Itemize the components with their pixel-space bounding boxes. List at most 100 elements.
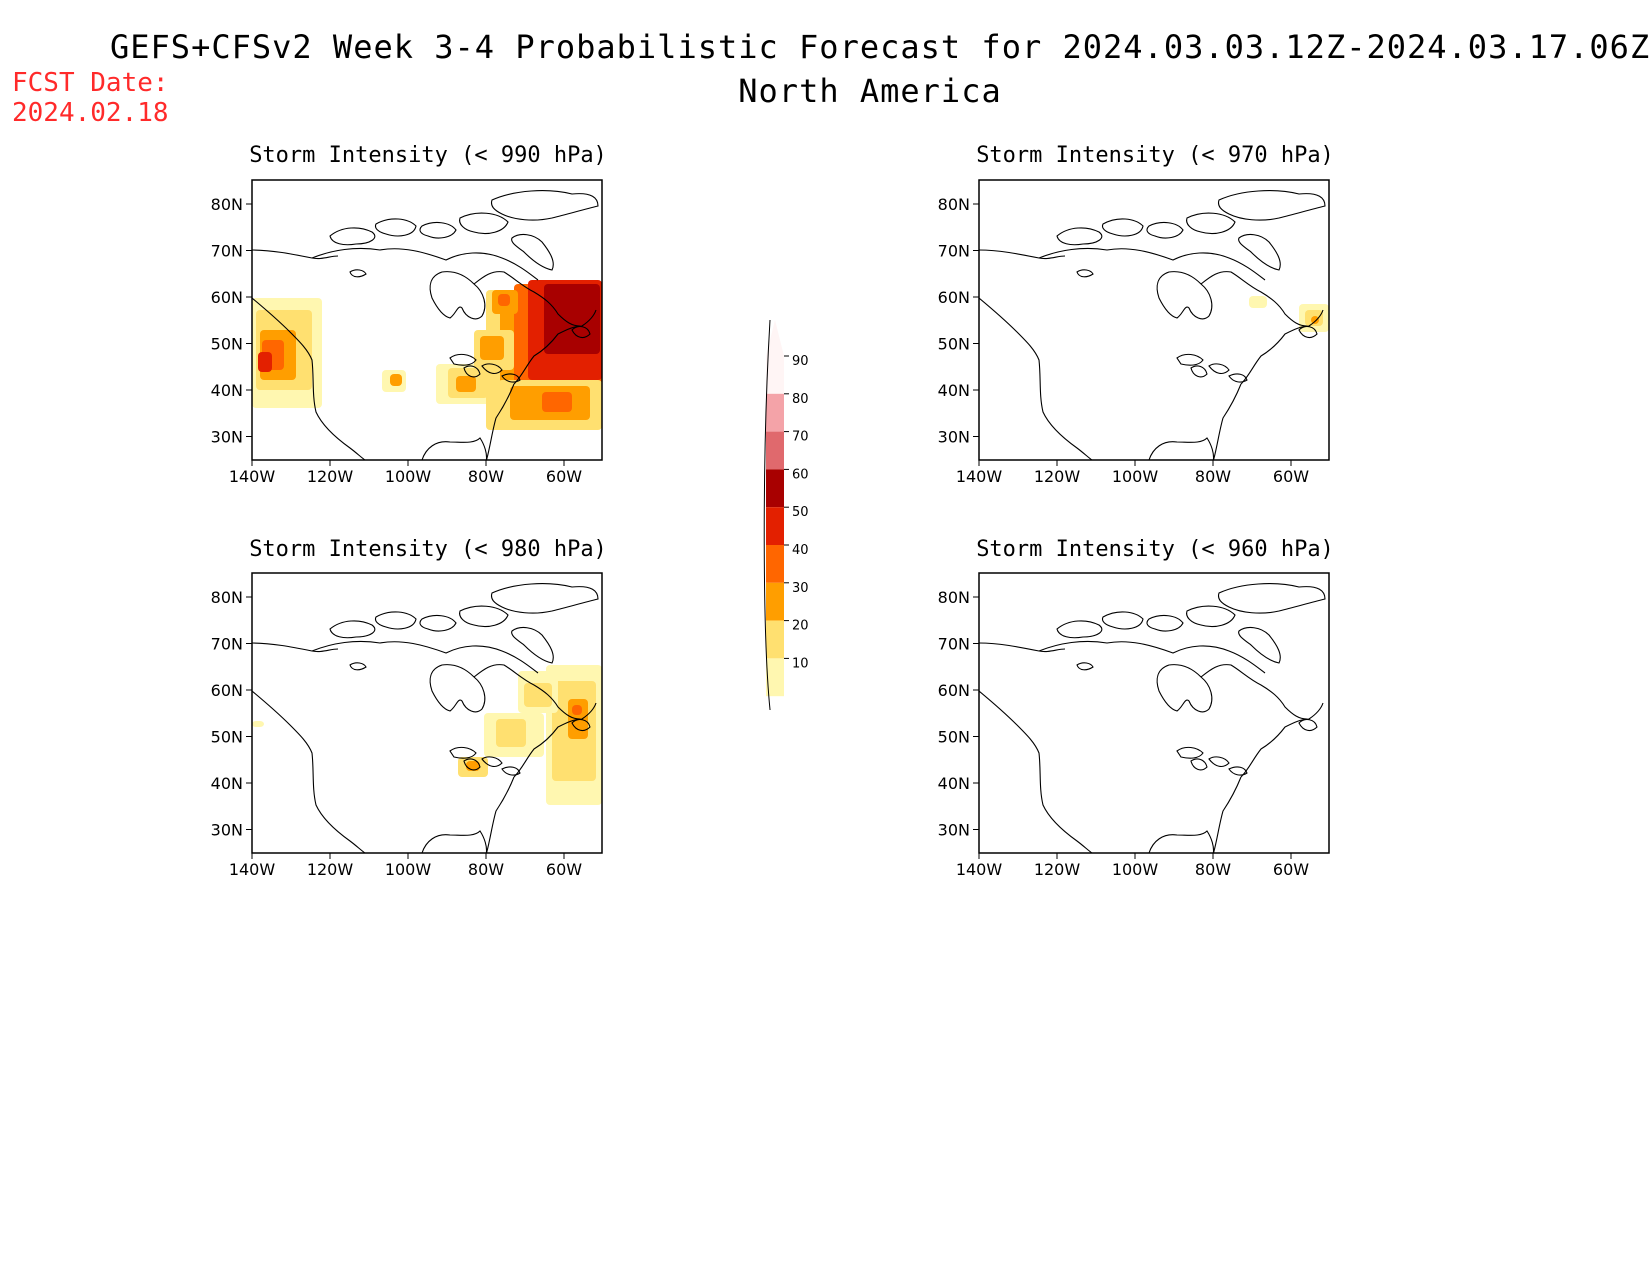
lat-tick-label: 30N — [938, 428, 970, 447]
coastline — [481, 363, 503, 375]
probability-cell — [252, 721, 264, 727]
coastline — [429, 271, 486, 320]
lat-tick-label: 60N — [211, 681, 243, 700]
lon-tick-label: 100W — [385, 860, 432, 879]
coastline — [1076, 662, 1094, 671]
colorbar-segment — [766, 620, 784, 659]
lon-tick-label: 80W — [468, 860, 504, 879]
lon-tick-label: 120W — [1034, 860, 1081, 879]
coastline — [429, 664, 486, 713]
lat-tick-label: 50N — [938, 728, 970, 747]
probability-cell — [390, 374, 402, 386]
lat-tick-label: 30N — [211, 821, 243, 840]
coastline — [1200, 271, 1308, 327]
colorbar-segment — [766, 431, 784, 470]
lon-tick-label: 100W — [385, 467, 432, 486]
probability-cell — [524, 683, 552, 707]
coastline — [1190, 365, 1208, 378]
map-content: 80N 70N 60N 50N 40N 30N 140W 120W 100W 80W 60W — [938, 179, 1330, 486]
coastline — [421, 383, 515, 460]
lat-tick-label: 70N — [938, 242, 970, 261]
coastline — [449, 746, 477, 759]
coastline — [1298, 718, 1318, 732]
map-layers — [979, 583, 1326, 853]
map-panel-960: 80N 70N 60N 50N 40N 30N 140W 120W 100W 80W 60W — [938, 572, 1330, 879]
coastline — [1240, 702, 1324, 778]
lon-tick-label: 120W — [1034, 467, 1081, 486]
coastline — [1217, 190, 1326, 221]
coastline — [311, 247, 539, 281]
map-frame — [251, 179, 603, 461]
coastline — [1217, 583, 1326, 614]
lon-tick-label: 140W — [956, 467, 1003, 486]
coastline — [473, 271, 581, 327]
colorbar-label: 30 — [792, 581, 809, 596]
probability-cell — [496, 719, 526, 747]
map-layers — [252, 583, 602, 853]
coastline — [513, 702, 597, 778]
lat-tick-label: 50N — [938, 335, 970, 354]
probability-shading — [252, 665, 602, 805]
coastline — [374, 218, 417, 237]
coastline — [1076, 269, 1094, 278]
lon-tick-label: 60W — [1273, 467, 1309, 486]
panel-title-990: Storm Intensity (< 990 hPa) — [249, 143, 607, 168]
fcst-date-label: FCST Date: — [12, 68, 169, 98]
lat-tick-label: 50N — [211, 728, 243, 747]
fcst-date-value: 2024.02.18 — [12, 98, 169, 128]
lat-tick-label: 70N — [211, 635, 243, 654]
map-content: 80N 70N 60N 50N 40N 30N 140W 120W 100W 80W 60W — [211, 179, 603, 486]
coastlines — [252, 190, 599, 460]
title-line-1: GEFS+CFSv2 Week 3-4 Probabilistic Foreca… — [110, 28, 1650, 66]
probability-shading — [1249, 296, 1329, 332]
coastline — [481, 756, 503, 768]
colorbar-segment — [766, 545, 784, 583]
map-frame — [978, 179, 1330, 461]
title-line-2: North America — [738, 72, 1002, 110]
coastline — [1148, 776, 1242, 853]
coastline — [571, 325, 591, 339]
coastline — [511, 626, 554, 664]
coastline — [1176, 353, 1204, 366]
map-layers — [979, 190, 1329, 460]
colorbar-segment — [766, 356, 784, 394]
colorbar-label: 60 — [792, 467, 809, 482]
coastline — [1190, 758, 1208, 771]
coastline — [490, 190, 599, 221]
map-frame — [251, 572, 603, 854]
colorbar-outline — [763, 319, 771, 710]
map-panel-980: 80N 70N 60N 50N 40N 30N 140W 120W 100W 80W 60W — [211, 572, 603, 879]
probability-cell — [1249, 296, 1267, 308]
coastline — [419, 614, 457, 632]
lon-tick-label: 60W — [546, 860, 582, 879]
coastline — [1208, 363, 1230, 375]
lon-tick-label: 60W — [546, 467, 582, 486]
coastline — [1298, 325, 1318, 339]
coastline — [449, 353, 477, 366]
map-frame — [978, 572, 1330, 854]
colorbar-label: 10 — [792, 656, 809, 671]
coastline — [1208, 756, 1230, 768]
probability-cell — [498, 294, 510, 306]
coastline — [1056, 620, 1103, 639]
coastline — [513, 309, 597, 385]
coastline — [419, 221, 457, 239]
lat-tick-label: 80N — [211, 195, 243, 214]
coastline — [1200, 664, 1308, 720]
map-layers — [252, 190, 602, 460]
coastline — [311, 640, 539, 674]
probability-cell — [480, 336, 504, 360]
lat-tick-label: 60N — [938, 288, 970, 307]
coastline — [571, 718, 591, 732]
coastline — [511, 233, 554, 271]
colorbar-segment — [766, 469, 784, 508]
probability-cell — [456, 376, 476, 392]
map-background — [979, 180, 1329, 460]
probability-cell — [572, 705, 582, 715]
probability-cell — [544, 284, 600, 354]
coastline — [459, 605, 509, 628]
coastline — [1228, 373, 1248, 383]
coastline — [1101, 218, 1144, 237]
coastline — [349, 662, 367, 671]
coastlines — [252, 583, 599, 853]
